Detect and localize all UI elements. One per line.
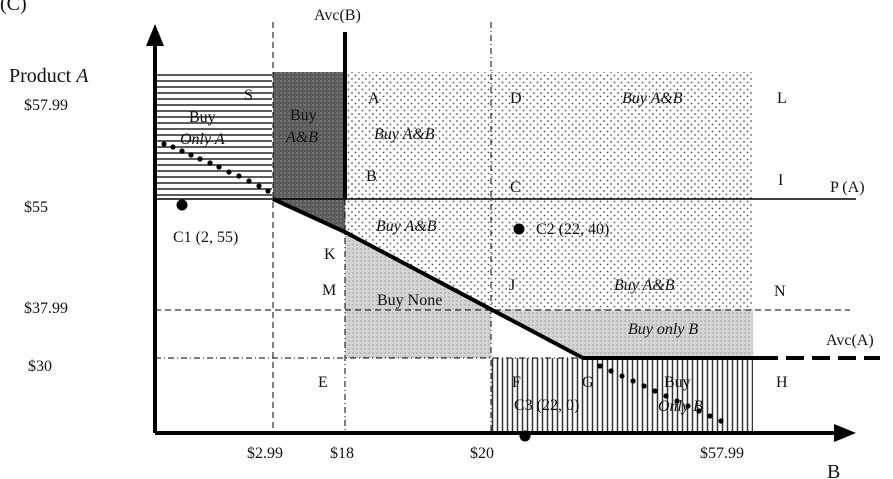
region-label-buy-ab-top-right: Buy A&B — [622, 90, 683, 107]
point-c: C — [510, 179, 521, 196]
region-buy-only-a — [155, 72, 272, 199]
region-label-buy-none: Buy None — [377, 292, 442, 309]
point-n: N — [774, 283, 786, 300]
region-label-buy-ab-right: Buy A&B — [614, 277, 675, 294]
point-a: A — [368, 90, 380, 107]
x-tick-18: $18 — [330, 445, 354, 462]
y-tick-37-99: $37.99 — [24, 300, 68, 317]
region-buy-only-b — [491, 310, 753, 358]
region-label-buy-only-b-low-1: Buy — [664, 374, 691, 391]
point-g: G — [582, 374, 594, 391]
y-tick-55: $55 — [24, 199, 48, 216]
region-label-buy-ab-dark-2: A&B — [285, 129, 318, 146]
point-b: B — [366, 168, 377, 185]
boundary-line — [272, 197, 584, 360]
region-label-buy-ab-upper-left: Buy A&B — [374, 126, 435, 143]
region-label-buy-ab-dark-1: Buy — [290, 107, 317, 124]
consumer-c1-label: C1 (2, 55) — [173, 229, 238, 246]
x-tick-2-99: $2.99 — [247, 445, 283, 462]
point-m: M — [322, 282, 336, 299]
x-tick-57-99: $57.99 — [700, 445, 744, 462]
region-label-buy-only-b-low-2: Only B — [658, 398, 703, 415]
region-label-buy-ab-middle: Buy A&B — [376, 218, 437, 235]
point-e: E — [318, 374, 328, 391]
point-d: D — [510, 90, 522, 107]
point-i: I — [778, 172, 783, 189]
consumer-c3-label: C3 (22, 0) — [514, 397, 579, 414]
region-label-buy-only-b: Buy only B — [628, 321, 698, 338]
point-j: J — [509, 277, 515, 294]
x-axis-label: B — [827, 461, 840, 479]
y-tick-30: $30 — [28, 358, 52, 375]
avc-a-label: Avc(A) — [826, 332, 874, 349]
y-axis-label: Product A — [9, 65, 89, 87]
consumer-c2-label: C2 (22, 40) — [536, 221, 609, 238]
point-k: K — [324, 246, 336, 263]
point-f: F — [512, 374, 521, 391]
price-a-label: P (A) — [830, 179, 865, 196]
panel-label: (C) — [0, 0, 27, 15]
point-h: H — [776, 374, 788, 391]
y-tick-57-99: $57.99 — [24, 97, 68, 114]
region-buy-ab-dark — [273, 72, 345, 199]
avc-b-label: Avc(B) — [314, 7, 361, 24]
region-buy-only-b-low — [491, 358, 753, 431]
x-tick-20: $20 — [470, 445, 494, 462]
point-s: S — [244, 87, 253, 104]
region-buy-none — [345, 232, 491, 358]
consumer-c1-marker — [176, 199, 188, 211]
y-axis-arrow — [146, 24, 164, 46]
demand-dots-a — [161, 141, 271, 194]
region-label-buy-only-a-2: Only A — [180, 131, 225, 148]
demand-dots-b — [597, 363, 724, 424]
region-label-buy-only-a-1: Buy — [189, 109, 216, 126]
consumer-c2-marker — [513, 223, 525, 235]
point-l: L — [777, 90, 787, 107]
x-axis-arrow — [834, 424, 856, 442]
